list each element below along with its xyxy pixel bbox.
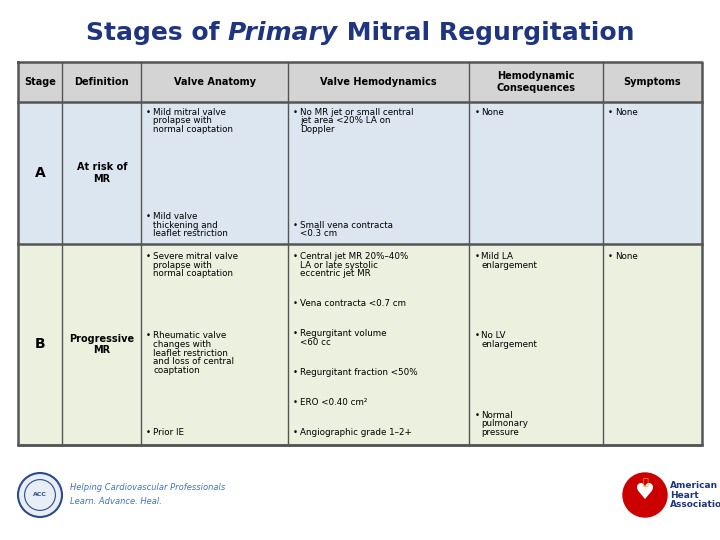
Text: Regurgitant fraction <50%: Regurgitant fraction <50%: [300, 368, 418, 377]
Text: •: •: [293, 221, 298, 230]
Text: Severe mitral valve: Severe mitral valve: [153, 252, 238, 261]
Text: B: B: [35, 338, 45, 352]
Text: leaflet restriction: leaflet restriction: [153, 349, 228, 357]
Text: •: •: [293, 299, 298, 308]
Text: No LV: No LV: [482, 332, 506, 340]
Text: Stage: Stage: [24, 77, 56, 87]
Text: •: •: [146, 107, 151, 117]
Text: Learn. Advance. Heal.: Learn. Advance. Heal.: [70, 497, 162, 507]
Text: Prior IE: Prior IE: [153, 428, 184, 437]
Text: American: American: [670, 482, 718, 490]
Text: •: •: [474, 252, 480, 261]
Text: prolapse with: prolapse with: [153, 116, 212, 125]
Text: thickening and: thickening and: [153, 221, 218, 230]
Circle shape: [623, 473, 667, 517]
Text: None: None: [482, 107, 504, 117]
Text: Stages of: Stages of: [86, 21, 228, 45]
Text: No MR jet or small central: No MR jet or small central: [300, 107, 414, 117]
Text: <60 cc: <60 cc: [300, 338, 331, 347]
Text: leaflet restriction: leaflet restriction: [153, 230, 228, 239]
Text: jet area <20% LA on: jet area <20% LA on: [300, 116, 391, 125]
Text: Primary: Primary: [228, 21, 338, 45]
Bar: [18, 244, 702, 445]
Text: Heart: Heart: [670, 490, 698, 500]
Text: Mild LA: Mild LA: [482, 252, 513, 261]
Text: Mild valve: Mild valve: [153, 212, 197, 221]
Text: Regurgitant volume: Regurgitant volume: [300, 329, 387, 339]
Text: pulmonary: pulmonary: [482, 420, 528, 428]
Text: Valve Anatomy: Valve Anatomy: [174, 77, 256, 87]
Text: •: •: [293, 398, 298, 407]
Text: pressure: pressure: [482, 428, 519, 437]
Text: normal coaptation: normal coaptation: [153, 269, 233, 278]
Text: 🔥: 🔥: [642, 476, 648, 486]
Text: Mild mitral valve: Mild mitral valve: [153, 107, 226, 117]
Text: •: •: [293, 252, 298, 261]
Text: •: •: [474, 107, 480, 117]
Text: •: •: [293, 368, 298, 377]
Text: prolapse with: prolapse with: [153, 261, 212, 269]
Text: •: •: [293, 107, 298, 117]
Text: •: •: [474, 411, 480, 420]
Text: <0.3 cm: <0.3 cm: [300, 230, 337, 239]
Text: Progressive
MR: Progressive MR: [69, 334, 135, 355]
Text: •: •: [293, 329, 298, 339]
Text: enlargement: enlargement: [482, 340, 537, 349]
Text: •: •: [146, 252, 151, 261]
Text: Vena contracta <0.7 cm: Vena contracta <0.7 cm: [300, 299, 406, 308]
Text: •: •: [474, 332, 480, 340]
Text: coaptation: coaptation: [153, 366, 199, 375]
Text: •: •: [608, 252, 613, 261]
Text: enlargement: enlargement: [482, 261, 537, 269]
Text: •: •: [608, 107, 613, 117]
Text: Normal: Normal: [482, 411, 513, 420]
Text: ♥: ♥: [635, 483, 655, 503]
Text: Hemodynamic
Consequences: Hemodynamic Consequences: [497, 71, 575, 93]
Text: Doppler: Doppler: [300, 125, 335, 134]
Text: At risk of
MR: At risk of MR: [76, 162, 127, 184]
Circle shape: [18, 473, 62, 517]
Text: •: •: [146, 428, 151, 437]
Text: Valve Hemodynamics: Valve Hemodynamics: [320, 77, 437, 87]
Text: LA or late systolic: LA or late systolic: [300, 261, 378, 269]
Text: None: None: [615, 252, 638, 261]
Bar: [18, 102, 702, 244]
Text: Symptoms: Symptoms: [624, 77, 681, 87]
Text: •: •: [293, 428, 298, 437]
Text: Angiographic grade 1–2+: Angiographic grade 1–2+: [300, 428, 412, 437]
Text: •: •: [146, 212, 151, 221]
Text: Helping Cardiovascular Professionals: Helping Cardiovascular Professionals: [70, 483, 225, 492]
Text: Rheumatic valve: Rheumatic valve: [153, 332, 226, 340]
Text: None: None: [615, 107, 638, 117]
Bar: [18, 62, 702, 102]
Text: ERO <0.40 cm²: ERO <0.40 cm²: [300, 398, 367, 407]
Text: Mitral Regurgitation: Mitral Regurgitation: [338, 21, 634, 45]
Text: A: A: [35, 166, 45, 180]
Text: Small vena contracta: Small vena contracta: [300, 221, 393, 230]
Text: ACC: ACC: [33, 492, 47, 497]
Text: Definition: Definition: [74, 77, 129, 87]
Text: and loss of central: and loss of central: [153, 357, 234, 366]
Text: changes with: changes with: [153, 340, 211, 349]
Text: Association®: Association®: [670, 500, 720, 509]
Text: •: •: [146, 332, 151, 340]
Text: Central jet MR 20%–40%: Central jet MR 20%–40%: [300, 252, 408, 261]
Text: normal coaptation: normal coaptation: [153, 125, 233, 134]
Text: eccentric jet MR: eccentric jet MR: [300, 269, 371, 278]
